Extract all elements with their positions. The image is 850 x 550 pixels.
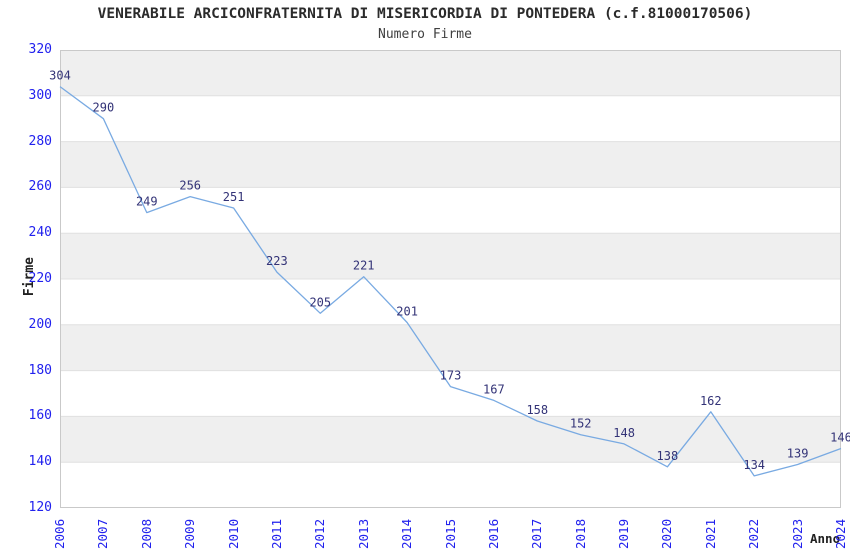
data-point-label: 162 [700, 394, 722, 408]
data-point-label: 223 [266, 254, 288, 268]
data-point-label: 256 [179, 179, 201, 193]
data-point-label: 251 [223, 190, 245, 204]
chart-canvas: 304 290 249 256 251 223 205 221 201 173 167 158 152 1… [49, 50, 850, 508]
y-tick-label: 260 [28, 179, 52, 195]
data-point-label: 290 [93, 101, 115, 115]
data-point-label: 249 [136, 195, 158, 209]
plot-band [60, 324, 841, 371]
plot-area: 304 290 249 256 251 223 205 221 201 173 167 158 152 1… [49, 50, 850, 508]
x-tick-label: 2006 [52, 518, 67, 549]
y-tick-label: 240 [28, 225, 52, 241]
x-tick-label: 2010 [225, 518, 241, 549]
data-point-label: 173 [440, 369, 462, 383]
plot-band [60, 233, 841, 279]
x-tick-label: 2013 [355, 518, 371, 549]
y-tick-label: 300 [28, 87, 52, 103]
data-point-label: 138 [657, 449, 679, 463]
x-tick-label: 2024 [833, 518, 848, 549]
x-tick-label: 2008 [138, 518, 154, 549]
x-tick-label: 2009 [182, 518, 198, 549]
x-tick-label: 2007 [95, 518, 111, 549]
data-point-label: 221 [353, 259, 375, 273]
plot-band [60, 50, 841, 96]
data-point-label: 139 [787, 447, 809, 461]
y-tick-label: 180 [28, 362, 52, 378]
x-tick-label: 2023 [789, 518, 805, 549]
x-tick-label: 2019 [616, 518, 632, 549]
plot-band [60, 416, 841, 463]
data-point-label: 152 [570, 417, 592, 431]
data-point-label: 134 [743, 458, 765, 472]
x-tick-label: 2016 [485, 518, 501, 549]
chart-subtitle: Numero Firme [378, 27, 472, 42]
y-tick-label: 160 [28, 408, 52, 424]
x-tick-label: 2014 [399, 518, 415, 549]
x-tick-label: 2018 [572, 518, 588, 549]
y-tick-label: 320 [28, 42, 52, 57]
data-point-label: 201 [396, 305, 418, 319]
plot-band [60, 141, 841, 188]
x-tick-label: 2021 [702, 518, 718, 549]
data-point-label: 148 [613, 426, 635, 440]
chart-title: VENERABILE ARCICONFRATERNITA DI MISERICO… [97, 6, 753, 22]
y-tick-label: 200 [28, 316, 52, 332]
x-tick-label: 2011 [268, 518, 284, 549]
x-tick-label: 2022 [746, 518, 762, 549]
data-point-label: 146 [830, 431, 850, 445]
y-tick-label: 140 [28, 454, 52, 470]
y-tick-label: 220 [28, 271, 52, 286]
data-point-label: 167 [483, 382, 505, 396]
data-point-label: 304 [49, 69, 71, 83]
x-tick-label: 2012 [312, 518, 328, 549]
plot-border [60, 50, 841, 508]
y-tick-label: 280 [28, 133, 52, 149]
y-tick-label: 120 [28, 500, 52, 515]
x-tick-label: 2017 [529, 518, 545, 549]
x-tick-label: 2015 [442, 518, 458, 549]
x-axis-title: Anno [810, 531, 841, 546]
data-point-label: 205 [309, 295, 331, 309]
data-point-label: 158 [526, 403, 548, 417]
x-tick-label: 2020 [659, 518, 675, 549]
data-line [59, 86, 842, 477]
